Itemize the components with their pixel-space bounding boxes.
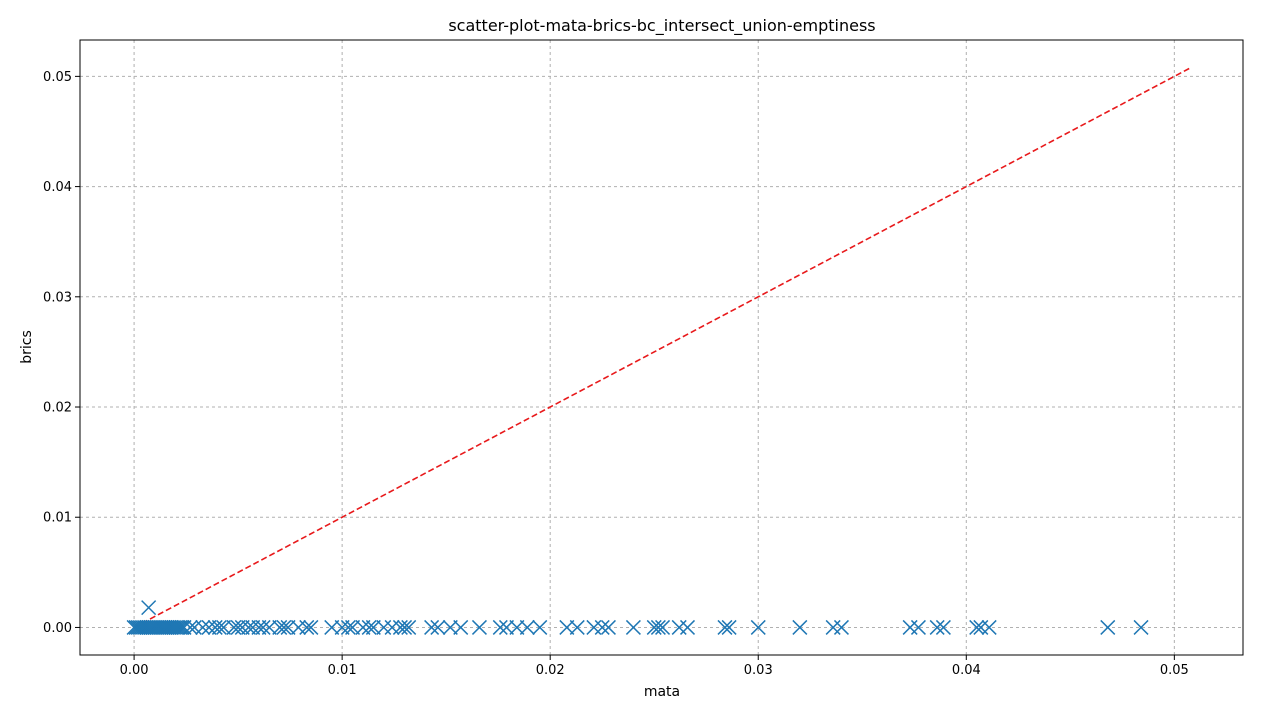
y-tick-label: 0.03 (43, 290, 72, 305)
grid-lines (80, 40, 1243, 655)
data-point-marker (216, 619, 232, 635)
data-point-marker (792, 619, 808, 635)
data-point-marker (453, 619, 469, 635)
data-point-marker (365, 619, 381, 635)
x-tick-label: 0.03 (744, 663, 773, 678)
data-point-marker (397, 619, 413, 635)
data-point-marker (721, 619, 737, 635)
y-tick-label: 0.04 (43, 180, 72, 195)
data-point-marker (442, 619, 458, 635)
plot-frame (79, 39, 1244, 656)
x-axis-ticks: 0.00 0.01 0.02 0.03 0.04 0.05 (120, 655, 1189, 678)
data-point-marker (559, 619, 575, 635)
data-point-marker (172, 619, 188, 635)
data-point-marker (195, 619, 211, 635)
x-tick-label: 0.04 (952, 663, 981, 678)
y-axis-label: brics (19, 330, 35, 364)
data-point-marker (1100, 619, 1116, 635)
data-point-marker (969, 619, 985, 635)
data-point-marker (230, 619, 246, 635)
y-tick-label: 0.00 (43, 621, 72, 636)
data-point-marker (833, 619, 849, 635)
data-point-marker (240, 619, 257, 635)
chart-title: scatter-plot-mata-brics-bc_intersect_uni… (448, 16, 875, 36)
y-tick-label: 0.01 (43, 511, 72, 526)
data-point-marker (334, 619, 350, 635)
data-point-marker (170, 619, 186, 635)
data-point-marker (532, 619, 548, 635)
data-point-marker (625, 619, 641, 635)
data-point-marker (650, 619, 666, 635)
data-point-marker (519, 619, 535, 635)
data-point-marker (569, 619, 585, 635)
data-point-marker (430, 619, 446, 635)
data-point-marker (280, 619, 296, 635)
reference-line-group (133, 66, 1192, 629)
y-axis-ticks: 0.00 0.01 0.02 0.03 0.04 0.05 (43, 70, 80, 636)
x-tick-label: 0.01 (328, 663, 357, 678)
data-point-marker (750, 619, 766, 635)
data-point-marker (234, 619, 250, 635)
data-point-marker (424, 619, 440, 635)
data-point-marker (201, 619, 217, 635)
data-point-marker (245, 619, 261, 635)
data-point-marker (276, 619, 292, 635)
data-point-marker (910, 619, 926, 635)
data-point-marker (182, 619, 198, 635)
data-point-marker (141, 600, 157, 616)
reference-line (133, 66, 1192, 629)
data-point-marker (251, 619, 267, 635)
x-tick-label: 0.02 (536, 663, 565, 678)
data-point-marker (340, 619, 356, 635)
y-tick-label: 0.02 (43, 401, 72, 416)
data-point-marker (929, 619, 945, 635)
data-point-marker (176, 619, 192, 635)
data-point-marker (211, 619, 227, 635)
data-point-marker (1133, 619, 1149, 635)
data-point-marker (361, 619, 377, 635)
data-point-marker (981, 619, 997, 635)
data-point-marker (345, 619, 361, 635)
data-point-marker (655, 619, 671, 635)
data-point-marker (717, 619, 733, 635)
data-point-marker (509, 619, 525, 635)
data-point-marker (935, 619, 951, 635)
data-point-marker (324, 619, 340, 635)
data-point-marker (355, 619, 371, 635)
data-point-marker (600, 619, 616, 635)
x-tick-label: 0.05 (1160, 663, 1189, 678)
x-axis-label: mata (644, 684, 680, 700)
data-points (126, 600, 1149, 635)
data-point-marker (594, 619, 610, 635)
data-point-marker (255, 619, 271, 635)
data-point-marker (261, 619, 277, 635)
data-point-marker (492, 619, 508, 635)
data-point-marker (299, 619, 315, 635)
data-point-marker (679, 619, 696, 635)
y-tick-label: 0.05 (43, 70, 72, 85)
data-point-marker (401, 619, 417, 635)
data-point-marker (303, 619, 319, 635)
data-point-marker (471, 619, 487, 635)
x-tick-label: 0.00 (120, 663, 149, 678)
data-point-marker (498, 619, 515, 635)
